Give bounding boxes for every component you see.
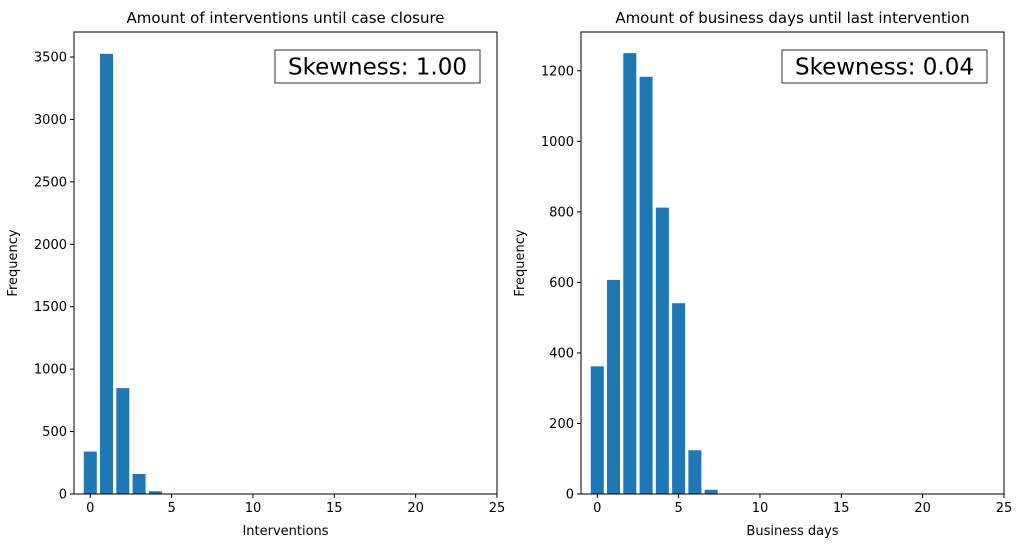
x-tick-label: 10 [245, 501, 262, 516]
x-tick-label: 15 [326, 501, 343, 516]
skewness-annotation: Skewness: 1.00 [274, 49, 481, 84]
y-tick-label: 600 [549, 276, 574, 291]
x-axis-label: Interventions [242, 524, 328, 539]
bar [672, 303, 686, 494]
y-tick-label: 3500 [34, 50, 67, 65]
chart-title: Amount of interventions until case closu… [126, 9, 444, 27]
x-tick-label: 25 [996, 501, 1013, 516]
annotation-box [781, 49, 988, 84]
chart-title: Amount of business days until last inter… [615, 9, 969, 27]
y-tick-label: 1000 [541, 135, 574, 150]
bar [688, 450, 702, 494]
bar [704, 489, 718, 494]
y-tick-label: 800 [549, 205, 574, 220]
skewness-annotation: Skewness: 0.04 [781, 49, 988, 84]
annotation-text: Skewness: 1.00 [288, 55, 467, 81]
y-tick-label: 2500 [34, 175, 67, 190]
x-tick-label: 25 [489, 501, 506, 516]
annotation-box [274, 49, 481, 84]
y-tick-label: 1500 [34, 300, 67, 315]
x-tick-label: 15 [833, 501, 850, 516]
bar [132, 474, 146, 494]
y-tick-label: 2000 [34, 238, 67, 253]
chart-business-days: 0 5 10 15 20 25 0 200 400 600 800 1000 1200 Amount of… [513, 9, 1012, 539]
y-tick-label: 400 [549, 346, 574, 361]
x-tick-label: 5 [167, 501, 175, 516]
plot-frame [73, 31, 498, 495]
chart-interventions: 0 5 10 15 20 25 0 500 1000 1500 2000 2500 3000 3500 Am… [6, 9, 505, 539]
bar [116, 388, 130, 494]
y-axis-label: Frequency [6, 229, 21, 296]
y-tick-label: 0 [59, 488, 67, 503]
x-tick-label: 20 [914, 501, 931, 516]
y-tick-label: 3000 [34, 113, 67, 128]
y-tick-label: 0 [566, 488, 574, 503]
y-axis-label: Frequency [513, 229, 528, 296]
x-tick-label: 5 [674, 501, 682, 516]
x-tick-label: 0 [593, 501, 601, 516]
x-tick-label: 0 [86, 501, 94, 516]
bar [83, 451, 97, 494]
bar [655, 207, 669, 494]
y-tick-label: 200 [549, 417, 574, 432]
x-tick-label: 10 [752, 501, 769, 516]
bar [623, 53, 637, 494]
bar [590, 366, 604, 494]
plot-frame [580, 31, 1005, 495]
bar [100, 53, 114, 494]
bar [607, 279, 621, 494]
x-axis-label: Business days [746, 524, 838, 539]
y-tick-label: 500 [42, 425, 67, 440]
y-tick-label: 1000 [34, 363, 67, 378]
bar [639, 76, 653, 494]
bar [148, 491, 162, 494]
y-tick-label: 1200 [541, 64, 574, 79]
annotation-text: Skewness: 0.04 [795, 55, 974, 81]
x-tick-label: 20 [407, 501, 424, 516]
